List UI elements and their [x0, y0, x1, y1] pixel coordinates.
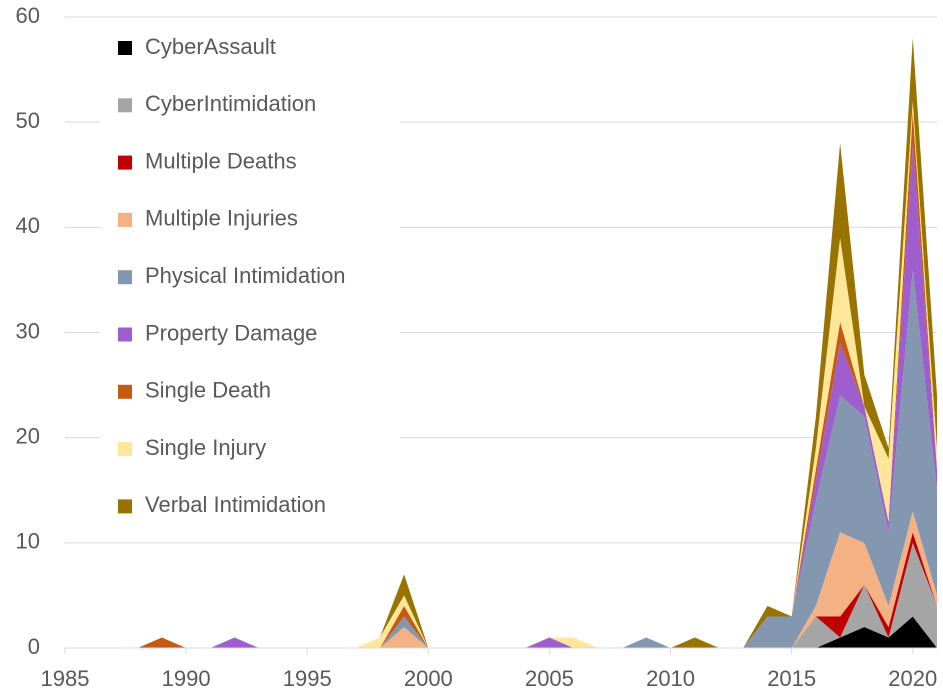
legend-label: CyberAssault	[145, 34, 276, 59]
legend-background	[100, 28, 400, 526]
y-tick-label: 20	[16, 423, 40, 448]
legend-swatch	[118, 212, 132, 227]
y-tick-label: 30	[16, 318, 40, 343]
legend-swatch	[118, 155, 132, 170]
x-tick-label: 2005	[525, 666, 574, 691]
x-tick-label: 1985	[41, 666, 90, 691]
y-tick-label: 40	[16, 213, 40, 238]
x-tick-label: 1990	[162, 666, 211, 691]
legend-swatch	[118, 270, 132, 285]
legend-swatch	[118, 41, 132, 55]
legend-swatch	[118, 327, 132, 342]
legend-label: Multiple Injuries	[145, 206, 298, 231]
x-tick-label: 1995	[283, 666, 332, 691]
legend-swatch	[118, 384, 132, 399]
x-tick-label: 2010	[646, 666, 695, 691]
y-tick-label: 10	[16, 529, 40, 554]
y-tick-label: 0	[28, 634, 40, 659]
x-tick-label: 2015	[767, 666, 816, 691]
legend-swatch	[118, 442, 132, 457]
legend-label: CyberIntimidation	[145, 91, 316, 116]
legend-swatch	[118, 98, 132, 113]
y-tick-label: 50	[16, 108, 40, 133]
area	[65, 616, 937, 648]
legend-label: Single Death	[145, 378, 271, 403]
legend-label: Verbal Intimidation	[145, 492, 326, 517]
legend-label: Multiple Deaths	[145, 148, 297, 173]
x-tick-label: 2020	[888, 666, 937, 691]
x-tick-label: 2000	[404, 666, 453, 691]
legend-swatch	[118, 499, 132, 514]
legend-label: Single Injury	[145, 435, 266, 460]
legend-label: Property Damage	[145, 320, 317, 345]
y-tick-label: 60	[16, 3, 40, 28]
legend-label: Physical Intimidation	[145, 263, 346, 288]
